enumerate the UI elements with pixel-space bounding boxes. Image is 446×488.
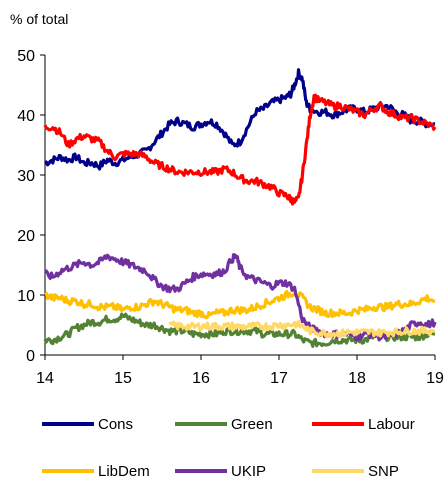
y-tick-label: 10 (17, 288, 35, 305)
x-tick-label: 19 (426, 370, 444, 387)
series-line-snp (168, 319, 436, 339)
legend-label-ukip: UKIP (231, 463, 266, 480)
y-tick-label: 50 (17, 48, 35, 65)
series-line-labour (43, 93, 437, 206)
y-tick-labels: 0 10 20 30 40 50 (17, 48, 35, 365)
series-line-green (43, 312, 436, 348)
legend-label-green: Green (231, 416, 273, 433)
legend-label-labour: Labour (368, 416, 415, 433)
legend-label-libdem: LibDem (98, 463, 150, 480)
x-tick-labels: 14 15 16 17 18 19 (36, 370, 444, 387)
y-tick-label: 40 (17, 108, 35, 125)
x-tick-label: 15 (114, 370, 132, 387)
x-tick-label: 18 (348, 370, 366, 387)
chart-axes (40, 54, 436, 360)
x-tick-label: 14 (36, 370, 54, 387)
legend-label-cons: Cons (98, 416, 133, 433)
y-tick-label: 20 (17, 228, 35, 245)
series-line-libdem (44, 290, 436, 320)
y-unit-label: % of total (10, 11, 68, 27)
y-tick-label: 0 (26, 348, 35, 365)
legend-label-snp: SNP (368, 463, 399, 480)
x-tick-label: 16 (192, 370, 210, 387)
y-tick-label: 30 (17, 168, 35, 185)
legend: Cons Green Labour LibDem UKIP SNP (42, 416, 415, 480)
series-line-cons (44, 68, 436, 171)
series-lines (43, 68, 437, 348)
x-tick-label: 17 (270, 370, 288, 387)
